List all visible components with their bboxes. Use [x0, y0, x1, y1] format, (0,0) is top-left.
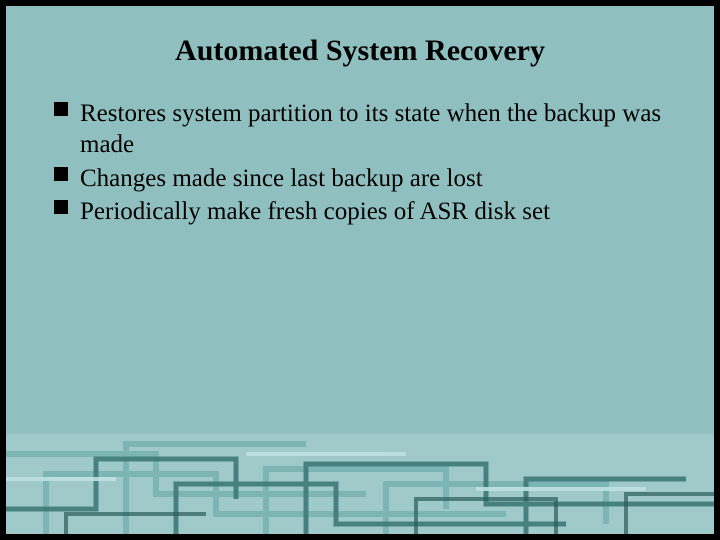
bullet-item: Restores system partition to its state w…	[54, 98, 674, 161]
bullet-item: Changes made since last backup are lost	[54, 163, 674, 194]
bullet-list: Restores system partition to its state w…	[46, 98, 674, 227]
footer-circuit-graphic	[6, 414, 714, 534]
slide-frame: Automated System Recovery Restores syste…	[6, 6, 714, 534]
content-area: Automated System Recovery Restores syste…	[6, 6, 714, 227]
slide-title: Automated System Recovery	[46, 34, 674, 68]
bullet-item: Periodically make fresh copies of ASR di…	[54, 196, 674, 227]
